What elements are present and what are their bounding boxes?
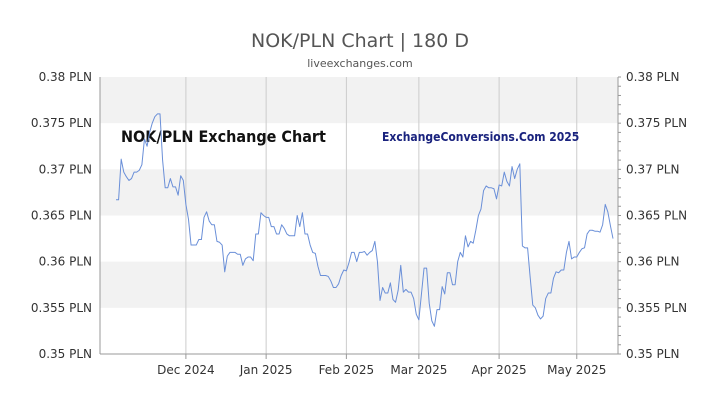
y-tick-label-right: 0.36 PLN (626, 255, 679, 269)
y-axis-left-labels: 0.38 PLN 0.375 PLN 0.37 PLN 0.365 PLN 0.36 P… (31, 70, 92, 361)
chart-title: NOK/PLN Chart | 180 D (251, 30, 469, 52)
series-group (116, 113, 614, 327)
y-tick-label-right: 0.375 PLN (626, 116, 687, 130)
band (100, 261, 618, 308)
x-tick-label: Jan 2025 (239, 363, 293, 377)
x-axis-labels: Dec 2024 Jan 2025 Feb 2025 Mar 2025 Apr 2025… (157, 354, 606, 377)
y-tick-label-left: 0.365 PLN (31, 209, 92, 223)
x-tick-label: Apr 2025 (472, 363, 527, 377)
x-tick-label: Dec 2024 (157, 363, 215, 377)
y-tick-label-left: 0.355 PLN (31, 301, 92, 315)
x-tick-label: Feb 2025 (319, 363, 375, 377)
y-tick-label-left: 0.38 PLN (39, 70, 92, 84)
y-tick-label-right: 0.37 PLN (626, 162, 679, 176)
y-tick-label-right: 0.38 PLN (626, 70, 679, 84)
y-axis-right-labels: 0.38 PLN 0.375 PLN 0.37 PLN 0.365 PLN 0.36 P… (626, 70, 687, 361)
y-tick-label-right: 0.365 PLN (626, 209, 687, 223)
y-tick-label-left: 0.37 PLN (39, 162, 92, 176)
y-tick-label-left: 0.36 PLN (39, 255, 92, 269)
chart-subtitle: liveexchanges.com (307, 57, 412, 70)
x-tick-label: May 2025 (547, 363, 606, 377)
y-tick-label-left: 0.375 PLN (31, 116, 92, 130)
x-tick-label: Mar 2025 (390, 363, 447, 377)
y-tick-label-right: 0.35 PLN (626, 347, 679, 361)
y-tick-label-right: 0.355 PLN (626, 301, 687, 315)
watermark-chart-name: NOK/PLN Exchange Chart (121, 127, 326, 146)
axes (99, 76, 621, 355)
vertical-gridlines (185, 77, 578, 354)
y-tick-label-left: 0.35 PLN (39, 347, 92, 361)
band (100, 77, 618, 124)
watermark-site: ExchangeConversions.Com 2025 (382, 130, 579, 144)
series-line (116, 113, 614, 327)
